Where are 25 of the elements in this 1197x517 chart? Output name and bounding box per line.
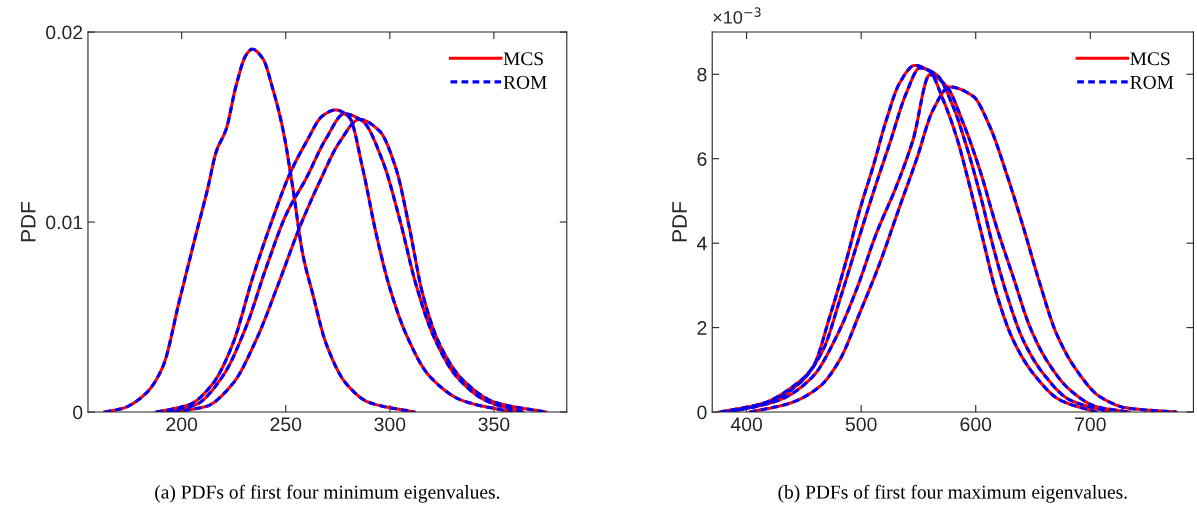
x-tick-label: 350	[478, 417, 510, 432]
y-tick-label: 0.01	[46, 215, 83, 230]
y-tick-label: 0.02	[46, 25, 83, 40]
y-tick-label: 6	[697, 152, 707, 166]
text: (b) PDFs of first four maximum eigenvalues.	[778, 484, 1127, 503]
y-axis-title: PDF	[672, 202, 687, 242]
text: ×10$^{−3}$	[713, 7, 761, 24]
x-tick-label: 300	[374, 417, 406, 432]
y-tick-label: 0	[697, 405, 707, 420]
legend-label: ROM	[503, 75, 547, 89]
x-tick-label: 400	[730, 417, 763, 432]
x-tick-label: 250	[270, 417, 302, 432]
y-tick-label: 8	[697, 67, 707, 82]
y-axis-title: PDF	[21, 202, 36, 242]
legend-label: MCS	[503, 52, 543, 66]
x-tick-label: 700	[1075, 417, 1106, 432]
y-tick-label: 2	[697, 321, 707, 335]
x-tick-label: 200	[166, 417, 198, 432]
legend-label: MCS	[1130, 52, 1170, 66]
y-tick-label: 0	[73, 405, 83, 420]
legend-label: ROM	[1130, 75, 1174, 89]
text: (a) PDFs of first four minimum eigenvalues.	[155, 484, 500, 503]
x-tick-label: 600	[960, 417, 992, 432]
y-tick-label: 4	[696, 236, 707, 251]
x-tick-label: 500	[845, 417, 877, 432]
